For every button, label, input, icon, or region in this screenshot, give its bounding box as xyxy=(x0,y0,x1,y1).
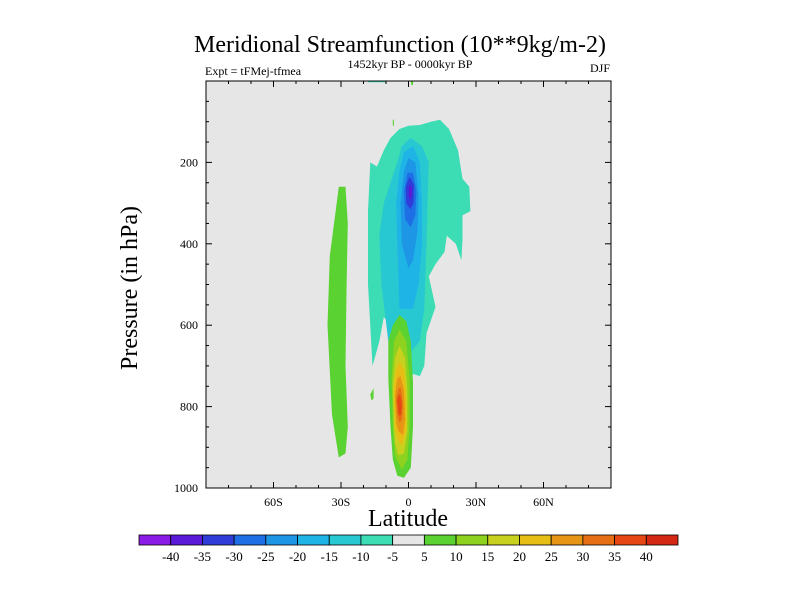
colorbar-label: 15 xyxy=(481,549,494,564)
colorbar-swatch xyxy=(328,534,362,546)
colorbar-swatch xyxy=(138,534,172,546)
contour-region-2 xyxy=(410,81,413,86)
colorbar-label: 30 xyxy=(576,549,589,564)
x-tick-label: 0 xyxy=(406,495,412,509)
x-tick-label: 30N xyxy=(466,495,487,509)
colorbar-label: 5 xyxy=(421,549,428,564)
x-tick-label: 30S xyxy=(332,495,351,509)
y-tick-label: 1000 xyxy=(174,481,198,495)
colorbar-swatch xyxy=(645,534,679,546)
y-axis-label: Pressure (in hPa) xyxy=(117,206,143,370)
left-subtitle: Expt = tFMej-tfmea xyxy=(205,64,302,78)
y-tick-label: 400 xyxy=(180,237,198,251)
colorbar: -40 -35 -30 -25 -20 -15 -10 -5 5 10 15 20 25 30 35 40 xyxy=(138,534,679,564)
colorbar-label: -15 xyxy=(321,549,338,564)
colorbar-swatch xyxy=(614,534,647,546)
right-subtitle: DJF xyxy=(590,61,610,75)
colorbar-swatch xyxy=(297,534,330,546)
colorbar-label: 25 xyxy=(545,549,558,564)
contour-region-18 xyxy=(397,394,402,416)
colorbar-label: -30 xyxy=(225,549,242,564)
tick-layer: 60S 30S 0 30N 60N 200 400 600 800 1000 xyxy=(174,81,611,509)
colorbar-label: -10 xyxy=(352,549,369,564)
colorbar-label: 20 xyxy=(513,549,526,564)
colorbar-swatch xyxy=(360,534,394,546)
colorbar-swatch xyxy=(519,534,552,546)
colorbar-swatch xyxy=(233,534,267,546)
x-axis-label: Latitude xyxy=(368,506,448,532)
colorbar-label: -40 xyxy=(162,549,179,564)
contour-region-0 xyxy=(368,81,386,83)
colorbar-label: -25 xyxy=(257,549,274,564)
contour-region-11 xyxy=(408,184,413,200)
plot-frame xyxy=(205,80,612,489)
colorbar-swatch xyxy=(582,534,615,546)
chart-title: Meridional Streamfunction (10**9kg/m-2) xyxy=(194,32,606,58)
colorbar-label: 10 xyxy=(450,549,463,564)
colorbar-swatch xyxy=(455,534,489,546)
colorbar-swatch xyxy=(170,534,203,546)
colorbar-swatch xyxy=(550,534,584,546)
x-tick-label: 60S xyxy=(264,495,283,509)
colorbar-label: -5 xyxy=(387,549,398,564)
y-tick-label: 800 xyxy=(180,400,198,414)
colorbar-swatch xyxy=(265,534,298,546)
colorbar-swatch xyxy=(392,534,425,546)
y-tick-label: 200 xyxy=(180,155,198,169)
colorbar-label: -35 xyxy=(194,549,211,564)
center-subtitle: 1452kyr BP - 0000kyr BP xyxy=(348,57,473,71)
colorbar-label: -20 xyxy=(289,549,306,564)
y-tick-label: 600 xyxy=(180,318,198,332)
x-tick-label: 60N xyxy=(533,495,554,509)
colorbar-label: 40 xyxy=(640,549,653,564)
contour-region-1 xyxy=(327,186,348,458)
contour-layer xyxy=(327,81,471,478)
colorbar-swatch xyxy=(423,534,457,546)
colorbar-swatch xyxy=(202,534,235,546)
colorbar-swatch xyxy=(487,534,520,546)
contour-region-4 xyxy=(370,388,374,401)
colorbar-label: 35 xyxy=(608,549,621,564)
contour-region-3 xyxy=(392,119,394,126)
